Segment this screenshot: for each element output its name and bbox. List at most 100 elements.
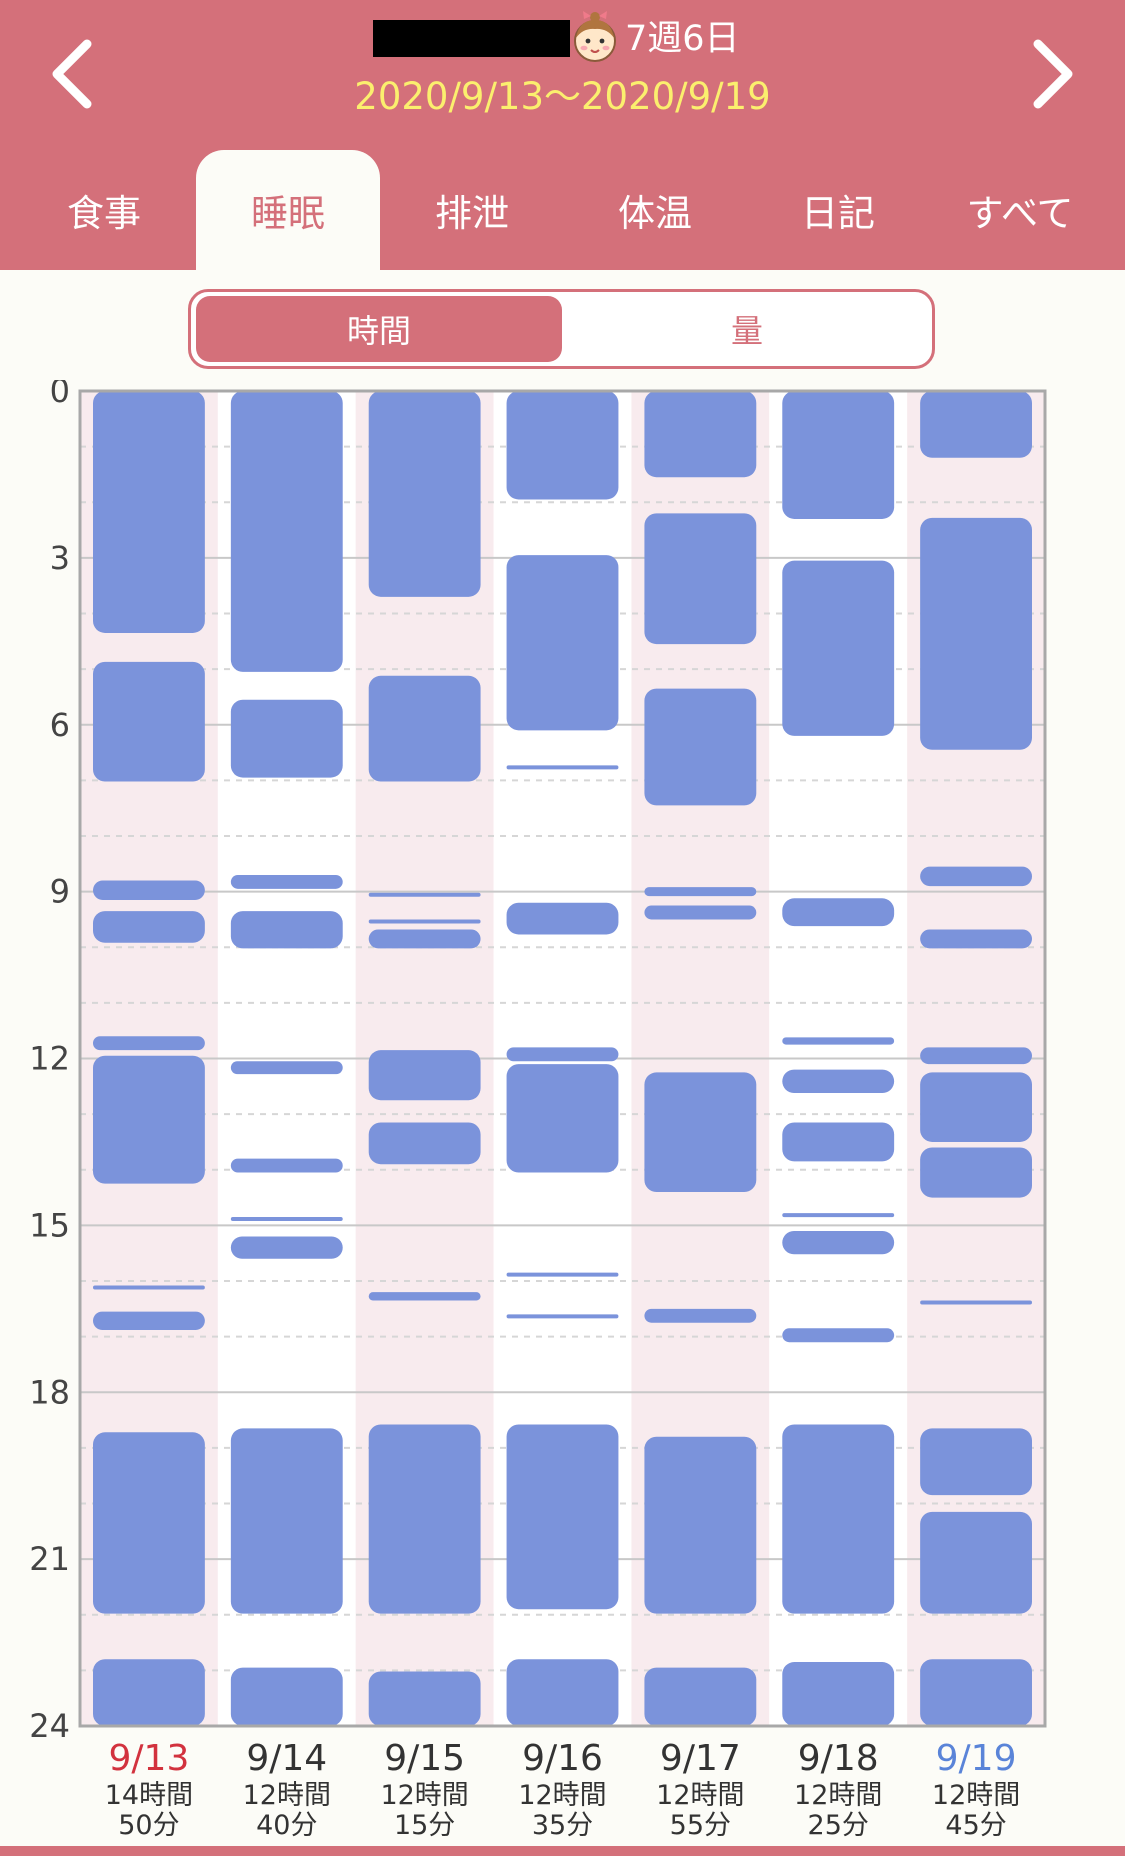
sleep-bar bbox=[93, 1285, 205, 1290]
sleep-bar bbox=[506, 1064, 619, 1173]
day-date-label: 9/16 bbox=[522, 1738, 603, 1779]
sleep-bar bbox=[93, 1659, 205, 1726]
sleep-bar bbox=[230, 1667, 343, 1726]
y-tick-label: 0 bbox=[50, 380, 70, 410]
y-tick-label: 24 bbox=[29, 1707, 70, 1745]
sleep-bar bbox=[368, 1424, 481, 1614]
day-total-minutes: 45分 bbox=[945, 1810, 1006, 1841]
sleep-bar bbox=[368, 675, 481, 782]
day-date-label: 9/14 bbox=[246, 1738, 327, 1779]
segment-time-button[interactable]: 時間 bbox=[196, 296, 562, 362]
sleep-bar bbox=[506, 555, 619, 731]
sleep-bar bbox=[368, 1122, 481, 1165]
tab-temperature[interactable]: 体温 bbox=[618, 192, 692, 235]
sleep-bar bbox=[920, 929, 1032, 949]
sleep-bar bbox=[644, 513, 757, 645]
sleep-bar bbox=[230, 911, 343, 949]
sleep-bar bbox=[644, 1667, 757, 1726]
day-total-minutes: 15分 bbox=[394, 1810, 455, 1841]
sleep-bar bbox=[920, 1659, 1032, 1726]
sleep-bar bbox=[644, 391, 757, 478]
sleep-bar bbox=[230, 391, 343, 672]
sleep-bar bbox=[368, 1292, 481, 1301]
sleep-bar bbox=[782, 898, 895, 927]
sleep-bar bbox=[506, 391, 619, 500]
sleep-bar bbox=[782, 391, 895, 519]
sleep-bar bbox=[506, 1314, 619, 1319]
sleep-bar bbox=[782, 560, 895, 736]
day-total-minutes: 55分 bbox=[670, 1810, 731, 1841]
sleep-bar bbox=[644, 905, 757, 920]
day-total-minutes: 50分 bbox=[118, 1810, 179, 1841]
view-mode-toggle: 時間 量 bbox=[188, 289, 935, 369]
segment-amount-button[interactable]: 量 bbox=[730, 312, 763, 350]
sleep-bar bbox=[782, 1328, 895, 1343]
baby-age: 7週6日 bbox=[625, 19, 740, 59]
sleep-bar bbox=[920, 391, 1032, 458]
sleep-bar bbox=[230, 1428, 343, 1614]
y-tick-label: 18 bbox=[29, 1373, 70, 1411]
sleep-bar bbox=[644, 1072, 757, 1192]
day-total-minutes: 40分 bbox=[256, 1810, 317, 1841]
y-tick-label: 15 bbox=[29, 1206, 70, 1244]
sleep-bar bbox=[368, 391, 481, 597]
sleep-bar bbox=[230, 1158, 343, 1173]
sleep-bar bbox=[93, 880, 205, 900]
chevron-right-icon[interactable] bbox=[1010, 36, 1090, 116]
day-total-hours: 12時間 bbox=[243, 1780, 331, 1811]
sleep-bar bbox=[93, 1036, 205, 1051]
day-date-label: 9/18 bbox=[798, 1738, 879, 1779]
sleep-bar bbox=[644, 1436, 757, 1614]
y-tick-label: 3 bbox=[50, 539, 70, 577]
sleep-bar bbox=[506, 902, 619, 935]
sleep-bar bbox=[920, 1428, 1032, 1496]
sleep-bar bbox=[230, 1061, 343, 1075]
sleep-bar bbox=[506, 1272, 619, 1277]
sleep-bar bbox=[368, 892, 481, 897]
redacted-name bbox=[373, 20, 570, 57]
tab-sleep[interactable]: 睡眠 bbox=[196, 150, 380, 270]
y-tick-label: 12 bbox=[29, 1040, 70, 1078]
day-date-label: 9/17 bbox=[660, 1738, 741, 1779]
sleep-bar bbox=[506, 1424, 619, 1610]
day-total-hours: 12時間 bbox=[518, 1780, 606, 1811]
app-header: 7週6日 2020/9/13〜2020/9/19 食事 睡眠 排泄 体温 日記 … bbox=[0, 0, 1125, 270]
sleep-bar bbox=[782, 1069, 895, 1093]
tab-meal[interactable]: 食事 bbox=[67, 192, 141, 235]
y-tick-label: 21 bbox=[29, 1540, 70, 1578]
chevron-left-icon[interactable] bbox=[35, 36, 115, 116]
sleep-bar bbox=[93, 1055, 205, 1184]
sleep-bar bbox=[920, 1072, 1032, 1142]
tab-all[interactable]: すべて bbox=[966, 192, 1074, 235]
date-range: 2020/9/13〜2020/9/19 bbox=[354, 75, 771, 118]
sleep-bar bbox=[93, 391, 205, 633]
day-date-label: 9/15 bbox=[384, 1738, 465, 1779]
sleep-bar bbox=[230, 874, 343, 889]
sleep-bar bbox=[782, 1213, 895, 1218]
sleep-bar bbox=[644, 1308, 757, 1323]
tab-excretion[interactable]: 排泄 bbox=[435, 192, 509, 235]
sleep-bar bbox=[644, 688, 757, 806]
day-date-label: 9/13 bbox=[109, 1738, 190, 1779]
sleep-bar bbox=[920, 1511, 1032, 1614]
sleep-bar bbox=[782, 1662, 895, 1726]
sleep-bar bbox=[368, 1050, 481, 1101]
sleep-bar bbox=[506, 1047, 619, 1062]
sleep-bar bbox=[920, 517, 1032, 750]
sleep-bar bbox=[230, 1236, 343, 1259]
sleep-bar bbox=[368, 929, 481, 949]
day-total-hours: 12時間 bbox=[794, 1780, 882, 1811]
day-total-minutes: 35分 bbox=[532, 1810, 593, 1841]
sleep-bar bbox=[93, 661, 205, 782]
sleep-bar bbox=[782, 1424, 895, 1614]
sleep-bar bbox=[644, 887, 757, 897]
day-total-minutes: 25分 bbox=[808, 1810, 869, 1841]
sleep-bar bbox=[230, 699, 343, 778]
sleep-bar bbox=[230, 1217, 343, 1222]
tab-diary[interactable]: 日記 bbox=[801, 192, 875, 235]
sleep-bar bbox=[93, 1311, 205, 1330]
sleep-bar bbox=[782, 1122, 895, 1162]
sleep-bar bbox=[920, 1047, 1032, 1065]
sleep-bar bbox=[368, 1671, 481, 1726]
baby-face-icon bbox=[574, 11, 616, 62]
